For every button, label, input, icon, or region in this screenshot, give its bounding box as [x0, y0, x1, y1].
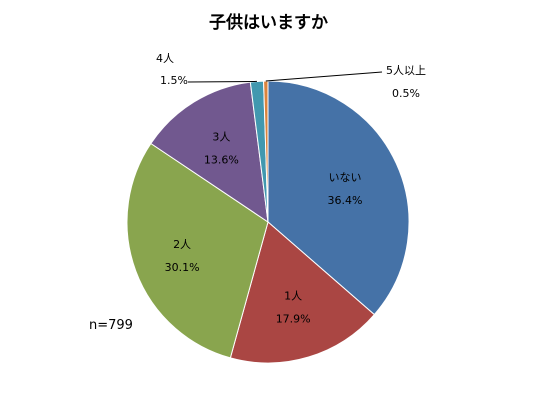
leader-line-5 — [187, 80, 257, 83]
slice-category-label-1: いない — [328, 171, 361, 184]
leader-line-6 — [265, 71, 383, 82]
slice-value-label-5: 1.5% — [160, 74, 188, 87]
chart-title: 子供はいますか — [209, 13, 328, 33]
slice-value-label-2: 17.9% — [276, 313, 311, 326]
slice-category-label-3: 2人 — [173, 238, 191, 251]
pie-slice-1 — [267, 80, 410, 316]
pie-slice-4 — [150, 81, 269, 224]
slice-category-label-5: 4人 — [156, 52, 174, 65]
sample-size-label: n=799 — [89, 318, 133, 333]
slice-value-label-6: 0.5% — [392, 87, 420, 100]
pie-slice-3 — [126, 142, 269, 359]
slice-category-label-6: 5人以上 — [386, 64, 426, 77]
pie-slice-2 — [229, 221, 376, 364]
slice-value-label-4: 13.6% — [204, 153, 239, 166]
slice-value-label-3: 30.1% — [165, 261, 200, 274]
slice-category-label-4: 3人 — [212, 130, 230, 143]
slice-category-label-2: 1人 — [284, 290, 302, 303]
slice-value-label-1: 36.4% — [328, 194, 363, 207]
